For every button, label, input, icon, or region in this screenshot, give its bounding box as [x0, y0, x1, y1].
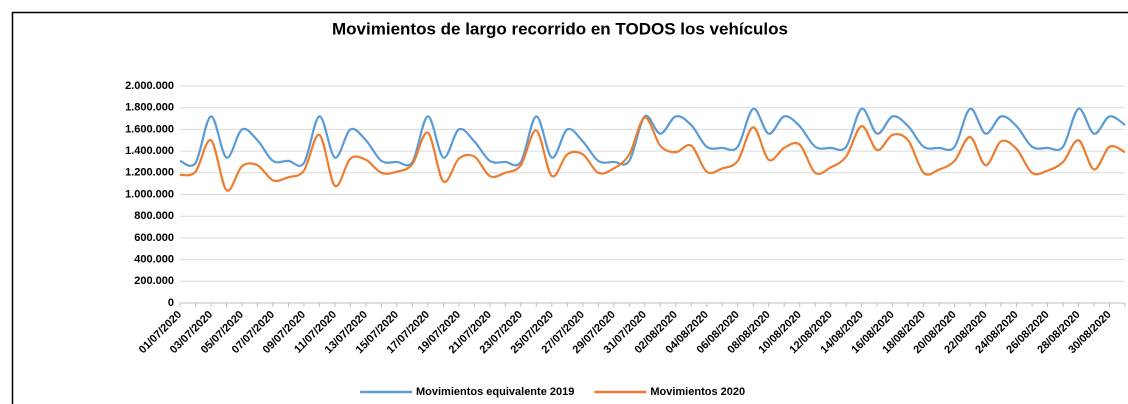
legend-label: Movimientos 2020 — [650, 386, 745, 398]
y-tick-label: 200.000 — [134, 275, 174, 287]
y-tick-label: 1.400.000 — [125, 145, 174, 157]
y-tick-label: 0 — [168, 297, 174, 309]
series-line — [179, 107, 1126, 167]
y-tick-label: 1.800.000 — [125, 102, 174, 114]
y-tick-label: 1.000.000 — [125, 188, 174, 200]
series-line — [179, 116, 1126, 192]
y-tick-label: 600.000 — [134, 232, 174, 244]
y-tick-label: 800.000 — [134, 210, 174, 222]
y-tick-label: 1.200.000 — [125, 167, 174, 179]
y-tick-label: 1.600.000 — [125, 123, 174, 135]
y-tick-label: 2.000.000 — [125, 80, 174, 92]
chart-title: Movimientos de largo recorrido en TODOS … — [332, 19, 788, 38]
legend-label: Movimientos equivalente 2019 — [416, 386, 574, 398]
y-tick-label: 400.000 — [134, 254, 174, 266]
chart-frame — [11, 11, 1128, 404]
